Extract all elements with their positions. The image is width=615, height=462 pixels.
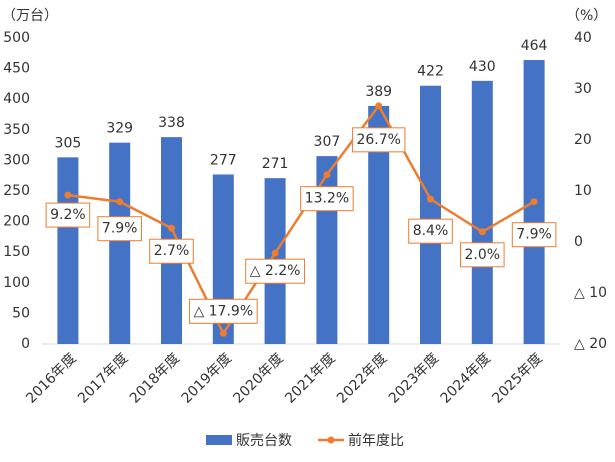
line-point (168, 224, 175, 232)
x-tick-label: 2017年度 (75, 350, 131, 406)
y-tick-label: 0 (21, 336, 30, 352)
y-tick-label: 150 (3, 244, 30, 260)
line-value-label: 9.2% (50, 207, 86, 223)
line-point (271, 249, 279, 257)
x-tick-label: 2018年度 (127, 350, 183, 406)
x-tick-label: 2024年度 (438, 350, 494, 406)
y-tick-label: 350 (3, 122, 30, 138)
legend-label: 前年度比 (348, 432, 404, 449)
legend-swatch (206, 435, 232, 445)
line-value-label: 2.0% (465, 247, 501, 263)
y2-tick-label: 20 (574, 132, 592, 148)
y2-tick-label: 40 (574, 30, 592, 46)
x-tick-label: 2023年度 (386, 350, 442, 406)
x-tick-label: 2016年度 (23, 350, 79, 406)
bar (109, 142, 131, 344)
y2-tick-label: 0 (574, 234, 583, 250)
y2-tick-label: △ 20 (574, 336, 607, 352)
x-tick-label: 2022年度 (334, 350, 390, 406)
line-value-label: 2.7% (154, 243, 190, 259)
data-label-box (149, 238, 194, 264)
y-axis-unit: （万台） (2, 8, 58, 24)
y-tick-label: 400 (3, 91, 30, 107)
data-label-box (408, 218, 453, 244)
line-value-label: 7.9% (102, 221, 138, 237)
line-point (219, 329, 227, 337)
line-value-label: △ 17.9% (193, 303, 253, 319)
line-point (427, 195, 434, 203)
x-tick-label: 2020年度 (230, 350, 286, 406)
x-tick-label: 2021年度 (282, 350, 338, 406)
y2-tick-label: 30 (574, 81, 592, 97)
bar (368, 105, 390, 344)
y-tick-label: 100 (3, 275, 30, 291)
bar-value-label: 329 (106, 121, 133, 137)
data-label-box (45, 202, 91, 228)
data-label-box (351, 127, 406, 153)
bar (420, 85, 441, 345)
data-label-box (245, 258, 305, 284)
data-label-box (188, 298, 258, 324)
bar-value-label: 389 (365, 84, 392, 100)
line-point (375, 102, 383, 110)
line-value-label: 7.9% (516, 227, 552, 243)
bar-value-label: 307 (314, 134, 341, 150)
y-tick-label: 450 (3, 61, 30, 77)
line-point (116, 198, 124, 206)
line-point (323, 171, 331, 179)
y-tick-label: 50 (12, 305, 30, 321)
line-point (530, 198, 538, 206)
x-tick-label: 2019年度 (179, 350, 235, 406)
y2-tick-label: 10 (574, 183, 592, 199)
y2-tick-label: △ 10 (574, 285, 607, 301)
data-label-box (300, 186, 354, 212)
y-tick-label: 250 (3, 183, 30, 199)
bar-value-label: 430 (469, 59, 496, 75)
line-value-label: 13.2% (305, 191, 349, 207)
line-value-label: 26.7% (356, 132, 400, 148)
y-tick-label: 300 (3, 152, 30, 168)
bar-value-label: 305 (55, 135, 82, 151)
legend-label: 販売台数 (236, 433, 292, 449)
bar (57, 157, 79, 344)
line-point (64, 191, 72, 199)
data-label-box (97, 216, 142, 242)
bar-value-label: 271 (262, 156, 289, 172)
bar-value-label: 277 (210, 152, 237, 168)
bar-value-label: 338 (158, 115, 185, 131)
legend-swatch (327, 436, 335, 444)
bar (471, 80, 493, 344)
line (67, 103, 535, 336)
line-point (478, 228, 486, 236)
bar-value-label: 464 (521, 38, 548, 54)
x-tick-label: 2025年度 (489, 350, 545, 406)
data-label-box (460, 242, 505, 268)
y-tick-label: 200 (3, 214, 30, 230)
line-value-label: 8.4% (413, 223, 449, 239)
data-label-box (511, 222, 557, 248)
y-tick-label: 500 (3, 30, 30, 46)
line-value-label: △ 2.2% (250, 263, 301, 279)
bar-value-label: 422 (417, 64, 444, 80)
y2-axis-unit: （%） (566, 8, 607, 24)
